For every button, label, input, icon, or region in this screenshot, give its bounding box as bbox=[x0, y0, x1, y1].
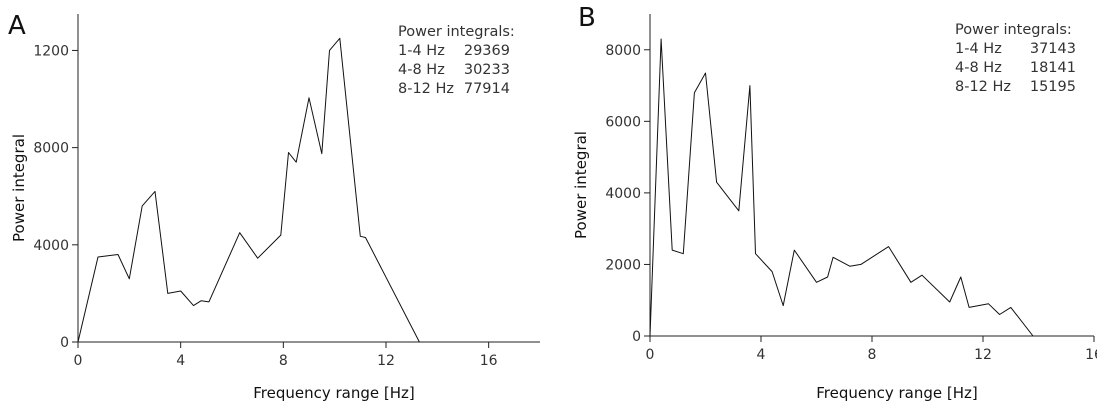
x-tick-label: 12 bbox=[974, 347, 992, 363]
y-tick-label: 4000 bbox=[33, 238, 69, 254]
legend-entry-value: 30233 bbox=[464, 62, 510, 78]
x-tick-label: 16 bbox=[1085, 347, 1097, 363]
legend-entry-value: 18141 bbox=[1030, 60, 1076, 76]
panel-label: B bbox=[578, 3, 596, 33]
y-tick-label: 0 bbox=[632, 329, 641, 345]
y-tick-label: 8000 bbox=[605, 43, 641, 59]
series-line bbox=[77, 37, 420, 343]
x-axis-title: Frequency range [Hz] bbox=[253, 384, 415, 402]
legend-entry-label: 1-4 Hz bbox=[955, 41, 1002, 57]
x-tick-label: 16 bbox=[480, 353, 498, 369]
legend-entry-value: 15195 bbox=[1030, 79, 1076, 95]
chart-panel-b: B 0 4 8 12 16 0 2000 4000 6000 8000 Frequency range… bbox=[572, 3, 1097, 402]
legend-entry-value: 77914 bbox=[464, 81, 510, 97]
x-axis-title: Frequency range [Hz] bbox=[816, 384, 978, 402]
legend-entry-label: 4-8 Hz bbox=[955, 60, 1002, 76]
x-tick-label: 8 bbox=[868, 347, 877, 363]
y-tick-label: 4000 bbox=[605, 186, 641, 202]
x-tick-label: 12 bbox=[377, 353, 395, 369]
y-axis-title: Power integral bbox=[572, 131, 590, 239]
legend-entry-label: 4-8 Hz bbox=[398, 62, 445, 78]
x-tick-label: 8 bbox=[279, 353, 288, 369]
legend-entry-label: 1-4 Hz bbox=[398, 43, 445, 59]
power-integrals-legend: Power integrals: 1-4 Hz 29369 4-8 Hz 30233 8-… bbox=[398, 24, 515, 97]
panel-label: A bbox=[8, 11, 26, 41]
x-tick-label: 0 bbox=[646, 347, 655, 363]
legend-entry-label: 8-12 Hz bbox=[398, 81, 454, 97]
series-line bbox=[649, 38, 1034, 337]
x-tick-label: 4 bbox=[176, 353, 185, 369]
legend-entry-value: 37143 bbox=[1030, 41, 1076, 57]
y-tick-label: 6000 bbox=[605, 114, 641, 130]
legend-entry-value: 29369 bbox=[464, 43, 510, 59]
y-tick-label: 8000 bbox=[33, 141, 69, 157]
legend-entry-label: 8-12 Hz bbox=[955, 79, 1011, 95]
y-tick-label: 2000 bbox=[605, 257, 641, 273]
legend-title: Power integrals: bbox=[955, 22, 1072, 38]
legend-title: Power integrals: bbox=[398, 24, 515, 40]
power-integrals-legend: Power integrals: 1-4 Hz 37143 4-8 Hz 18141 8-… bbox=[955, 22, 1076, 95]
y-tick-label: 1200 bbox=[33, 43, 69, 59]
x-tick-label: 0 bbox=[74, 353, 83, 369]
y-tick-label: 0 bbox=[60, 335, 69, 351]
x-tick-label: 4 bbox=[757, 347, 766, 363]
y-axis-title: Power integral bbox=[10, 134, 28, 242]
chart-panel-a: A 0 4 8 12 16 0 4000 8000 1200 Frequency range [Hz… bbox=[8, 11, 540, 402]
